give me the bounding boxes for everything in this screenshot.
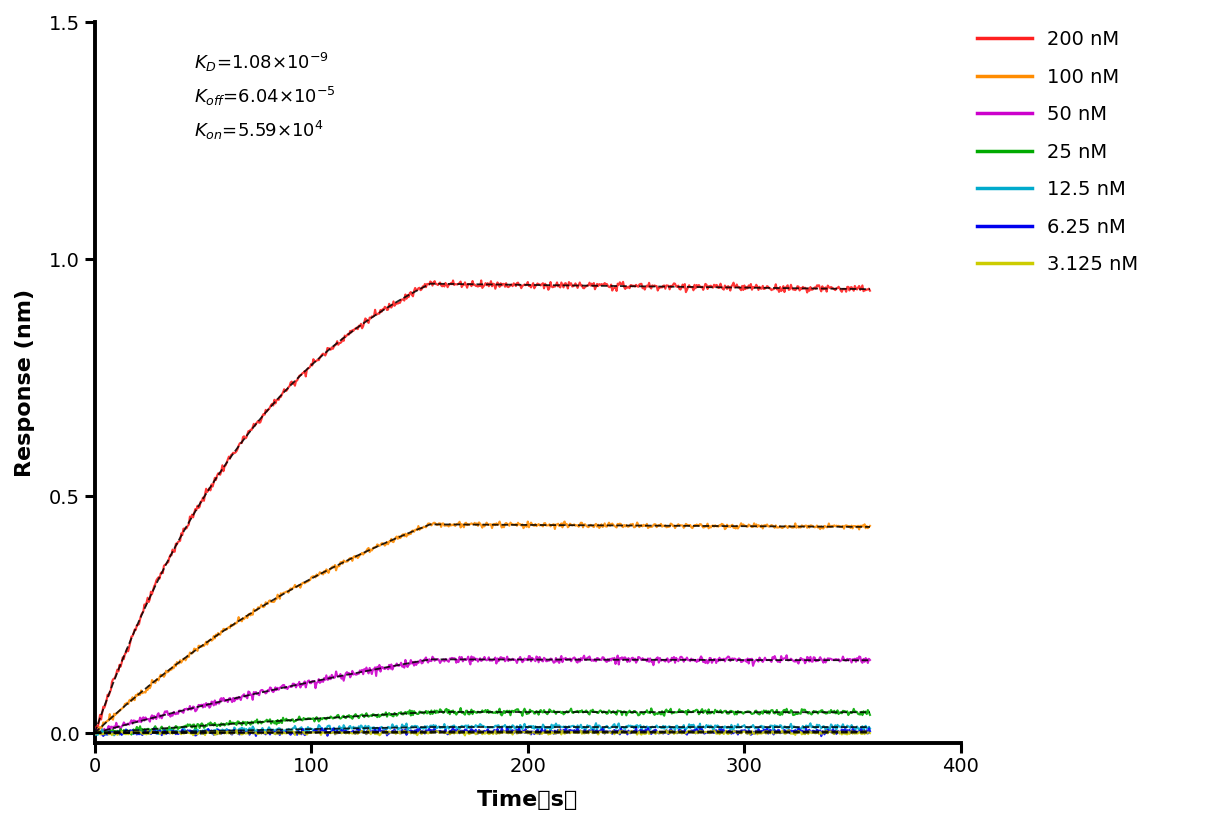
50 nM	[341, 668, 356, 678]
12.5 nM	[636, 723, 650, 733]
100 nM	[87, 729, 102, 739]
12.5 nM	[749, 723, 764, 733]
200 nM	[257, 410, 272, 420]
25 nM	[124, 729, 139, 739]
50 nM	[94, 729, 108, 739]
100 nM	[340, 556, 355, 566]
12.5 nM	[589, 719, 604, 728]
Line: 12.5 nM: 12.5 nM	[95, 724, 870, 735]
25 nM	[87, 728, 102, 738]
200 nM	[841, 282, 856, 292]
Line: 6.25 nM: 6.25 nM	[95, 728, 870, 736]
25 nM	[352, 710, 367, 720]
3.125 nM	[340, 728, 355, 738]
3.125 nM	[862, 728, 877, 738]
50 nM	[779, 650, 793, 660]
Legend: 200 nM, 100 nM, 50 nM, 25 nM, 12.5 nM, 6.25 nM, 3.125 nM: 200 nM, 100 nM, 50 nM, 25 nM, 12.5 nM, 6…	[970, 22, 1146, 282]
200 nM	[351, 321, 366, 331]
6.25 nM	[628, 723, 643, 733]
50 nM	[259, 689, 274, 699]
100 nM	[841, 522, 856, 532]
Line: 3.125 nM: 3.125 nM	[95, 730, 870, 735]
50 nM	[352, 666, 367, 676]
12.5 nM	[107, 730, 122, 740]
3.125 nM	[552, 725, 567, 735]
Line: 50 nM: 50 nM	[95, 655, 870, 734]
Line: 100 nM: 100 nM	[95, 521, 870, 734]
100 nM	[351, 552, 366, 562]
6.25 nM	[351, 725, 366, 735]
100 nM	[748, 521, 763, 531]
3.125 nM	[749, 727, 764, 737]
25 nM	[636, 709, 650, 719]
Y-axis label: Response (nm): Response (nm)	[15, 289, 34, 477]
25 nM	[862, 710, 877, 720]
12.5 nM	[341, 722, 356, 732]
6.25 nM	[340, 727, 355, 737]
Line: 25 nM: 25 nM	[95, 708, 870, 734]
200 nM	[474, 276, 489, 285]
6.25 nM	[634, 726, 649, 736]
200 nM	[862, 285, 877, 295]
200 nM	[340, 329, 355, 339]
12.5 nM	[862, 724, 877, 733]
25 nM	[259, 716, 274, 726]
100 nM	[257, 601, 272, 611]
6.25 nM	[748, 728, 763, 738]
12.5 nM	[259, 725, 274, 735]
3.125 nM	[636, 727, 650, 737]
12.5 nM	[352, 724, 367, 734]
200 nM	[748, 282, 763, 292]
3.125 nM	[351, 727, 366, 737]
200 nM	[634, 279, 649, 289]
3.125 nM	[841, 729, 856, 739]
3.125 nM	[457, 730, 472, 740]
100 nM	[862, 521, 877, 530]
6.25 nM	[841, 725, 856, 735]
12.5 nM	[87, 726, 102, 736]
3.125 nM	[257, 727, 272, 737]
Line: 200 nM: 200 nM	[95, 280, 870, 735]
25 nM	[453, 703, 468, 713]
50 nM	[841, 654, 856, 664]
6.25 nM	[862, 726, 877, 736]
25 nM	[841, 708, 856, 718]
50 nM	[87, 727, 102, 737]
6.25 nM	[257, 728, 272, 738]
200 nM	[87, 730, 102, 740]
6.25 nM	[87, 729, 102, 739]
50 nM	[634, 655, 649, 665]
100 nM	[520, 516, 535, 526]
6.25 nM	[814, 731, 829, 741]
X-axis label: Time（s）: Time（s）	[477, 790, 578, 810]
25 nM	[341, 710, 356, 720]
50 nM	[748, 656, 763, 666]
25 nM	[749, 705, 764, 715]
Text: $K_D$=1.08×10$^{-9}$
$K_{off}$=6.04×10$^{-5}$
$K_{on}$=5.59×10$^{4}$: $K_D$=1.08×10$^{-9}$ $K_{off}$=6.04×10$^…	[195, 51, 336, 143]
50 nM	[862, 655, 877, 665]
100 nM	[634, 521, 649, 530]
12.5 nM	[841, 722, 856, 732]
3.125 nM	[87, 728, 102, 738]
